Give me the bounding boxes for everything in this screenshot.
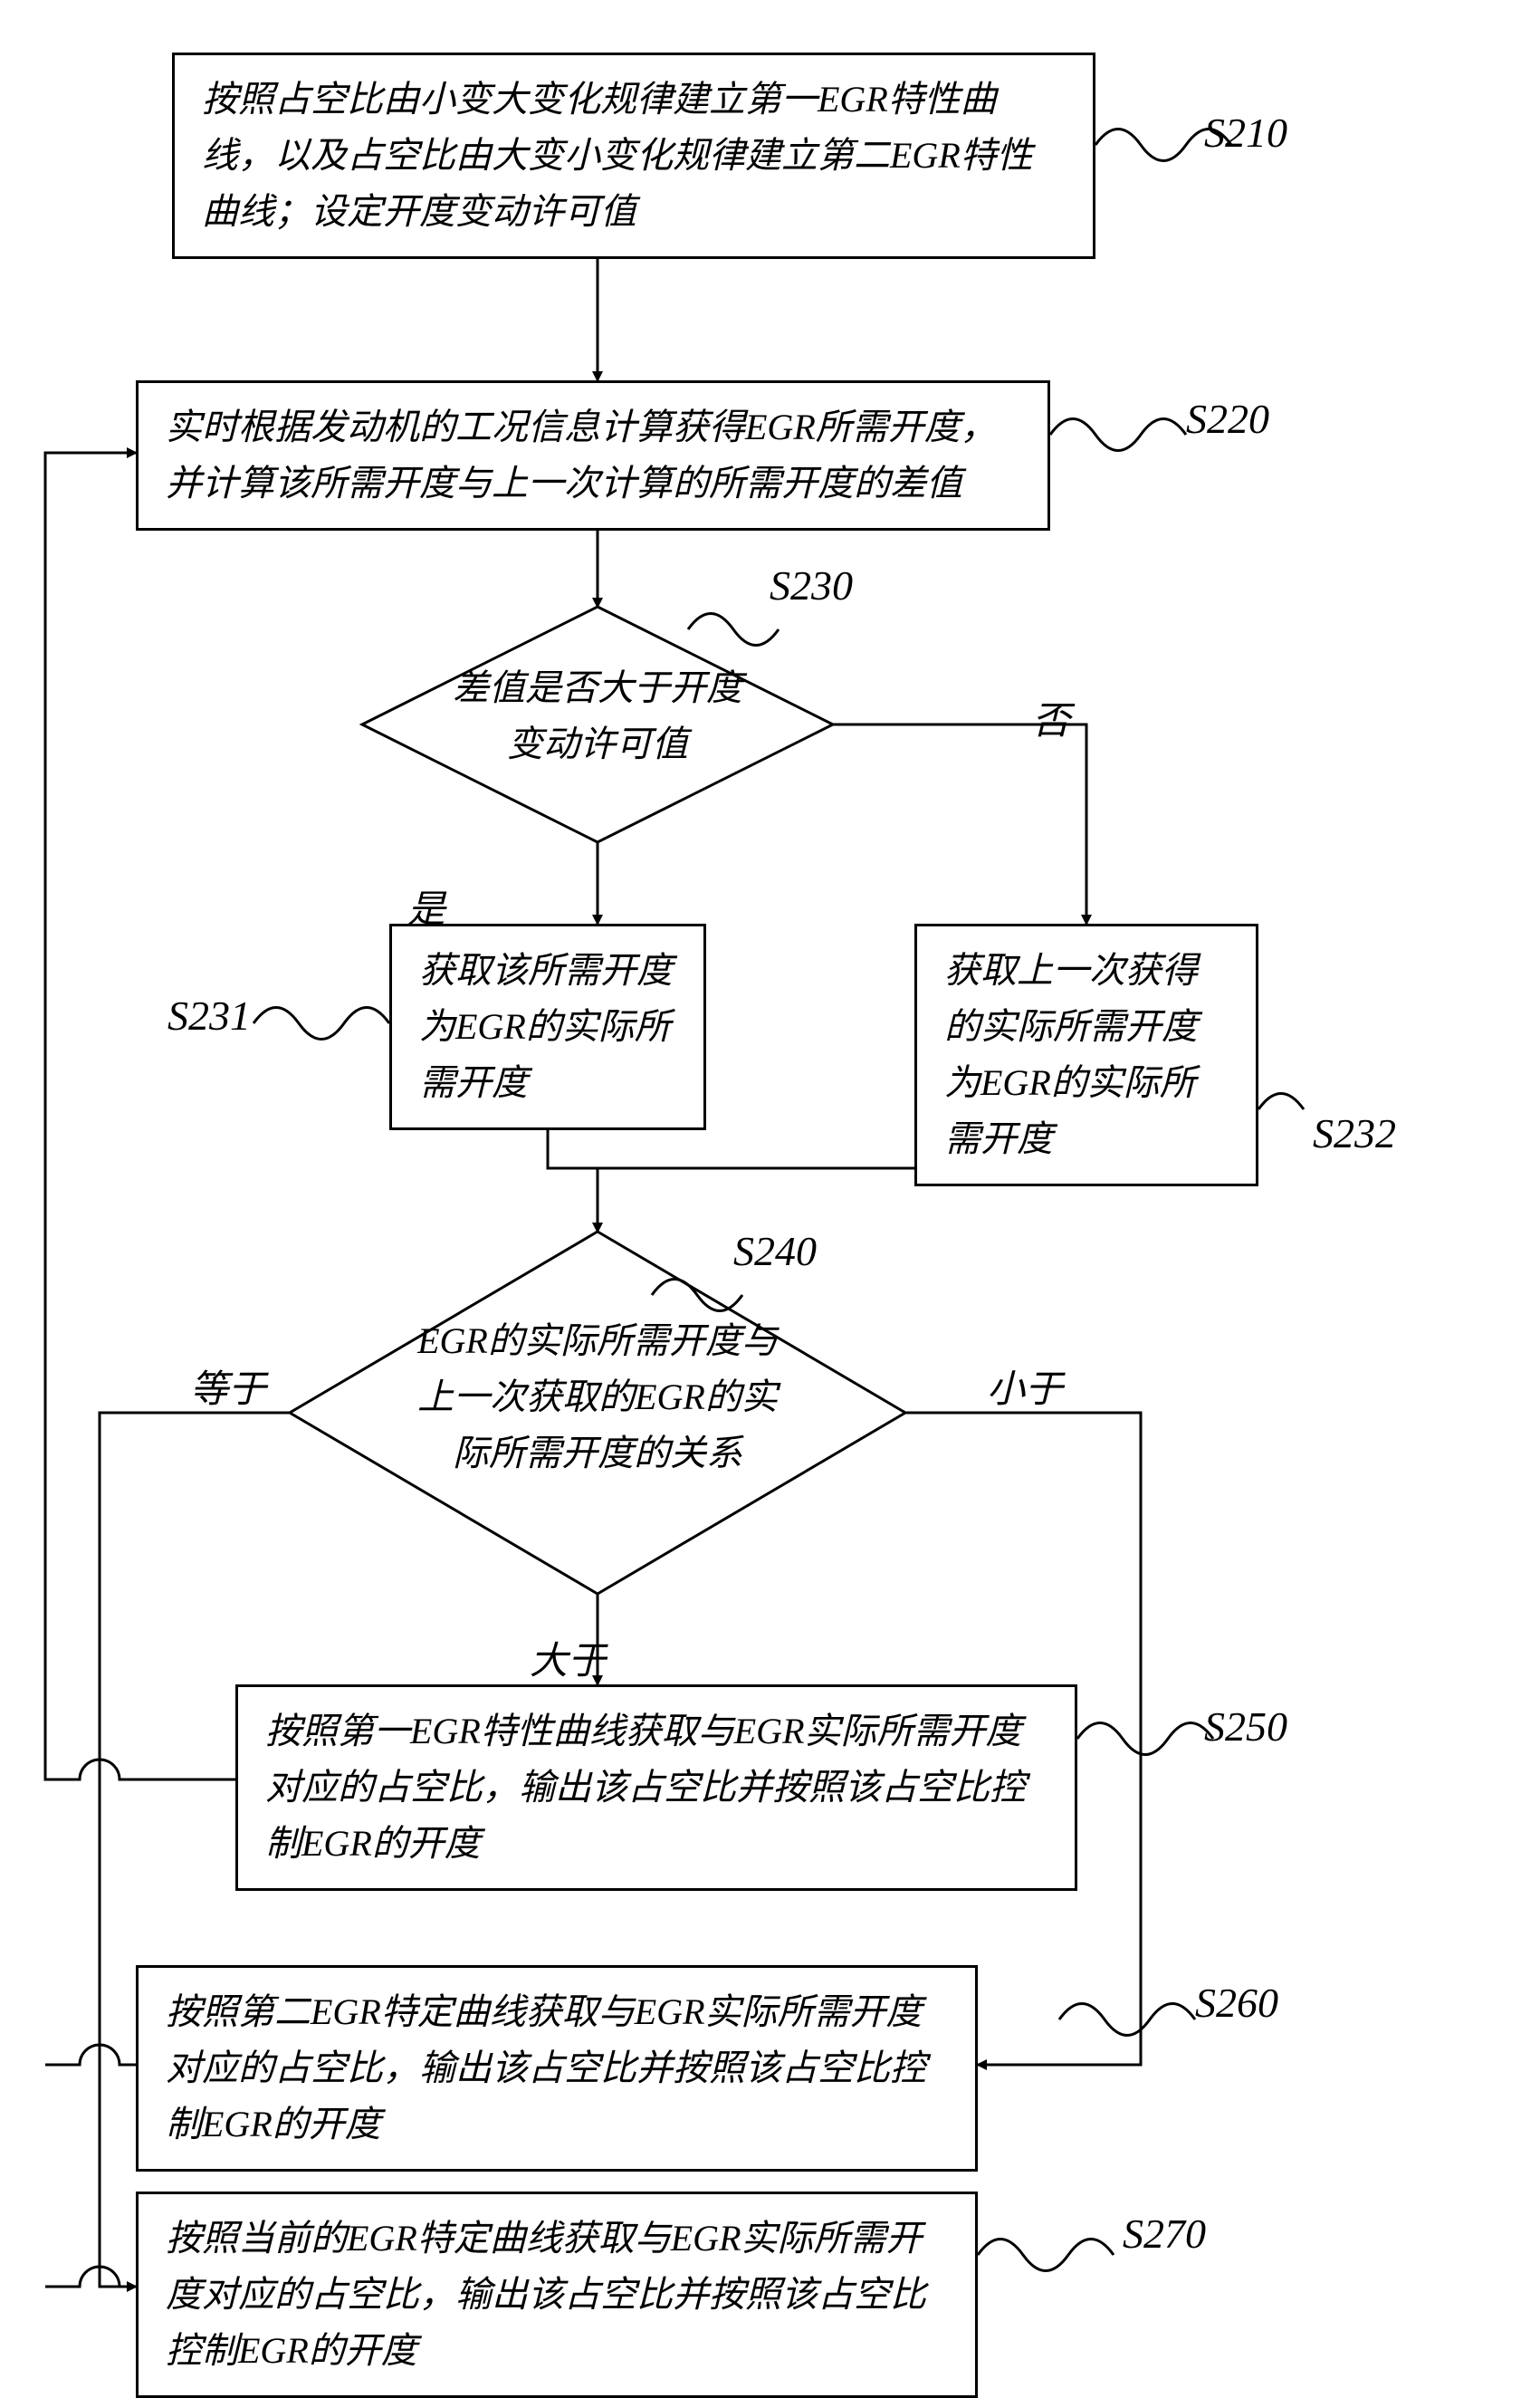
step-label-l260: S260	[1195, 1979, 1278, 2027]
branch-b_lt: 小于	[987, 1358, 1063, 1414]
diamond-d230: 差值是否大于开度变动许可值	[451, 660, 745, 772]
branch-b_yes: 是	[407, 878, 445, 934]
box-s232: 获取上一次获得的实际所需开度为EGR的实际所需开度	[914, 924, 1258, 1186]
branch-b_no: 否	[1032, 690, 1070, 745]
step-label-l270: S270	[1123, 2210, 1206, 2258]
step-label-l220: S220	[1186, 395, 1269, 443]
branch-b_gt: 大于	[530, 1630, 606, 1685]
box-s220: 实时根据发动机的工况信息计算获得EGR所需开度，并计算该所需开度与上一次计算的所…	[136, 380, 1050, 531]
branch-b_eq: 等于	[190, 1358, 266, 1414]
box-s210: 按照占空比由小变大变化规律建立第一EGR特性曲线，以及占空比由大变小变化规律建立…	[172, 53, 1095, 259]
diamond-d240: EGR的实际所需开度与上一次获取的EGR的实际所需开度的关系	[406, 1313, 790, 1482]
box-s270: 按照当前的EGR特定曲线获取与EGR实际所需开度对应的占空比，输出该占空比并按照…	[136, 2192, 978, 2398]
step-label-l230: S230	[770, 561, 853, 609]
step-label-l231: S231	[167, 992, 251, 1040]
box-s260: 按照第二EGR特定曲线获取与EGR实际所需开度对应的占空比，输出该占空比并按照该…	[136, 1965, 978, 2172]
step-label-l210: S210	[1204, 109, 1287, 157]
step-label-l250: S250	[1204, 1703, 1287, 1751]
box-s250: 按照第一EGR特性曲线获取与EGR实际所需开度对应的占空比，输出该占空比并按照该…	[235, 1684, 1077, 1891]
step-label-l240: S240	[733, 1227, 817, 1275]
step-label-l232: S232	[1313, 1109, 1396, 1157]
box-s231: 获取该所需开度为EGR的实际所需开度	[389, 924, 706, 1130]
